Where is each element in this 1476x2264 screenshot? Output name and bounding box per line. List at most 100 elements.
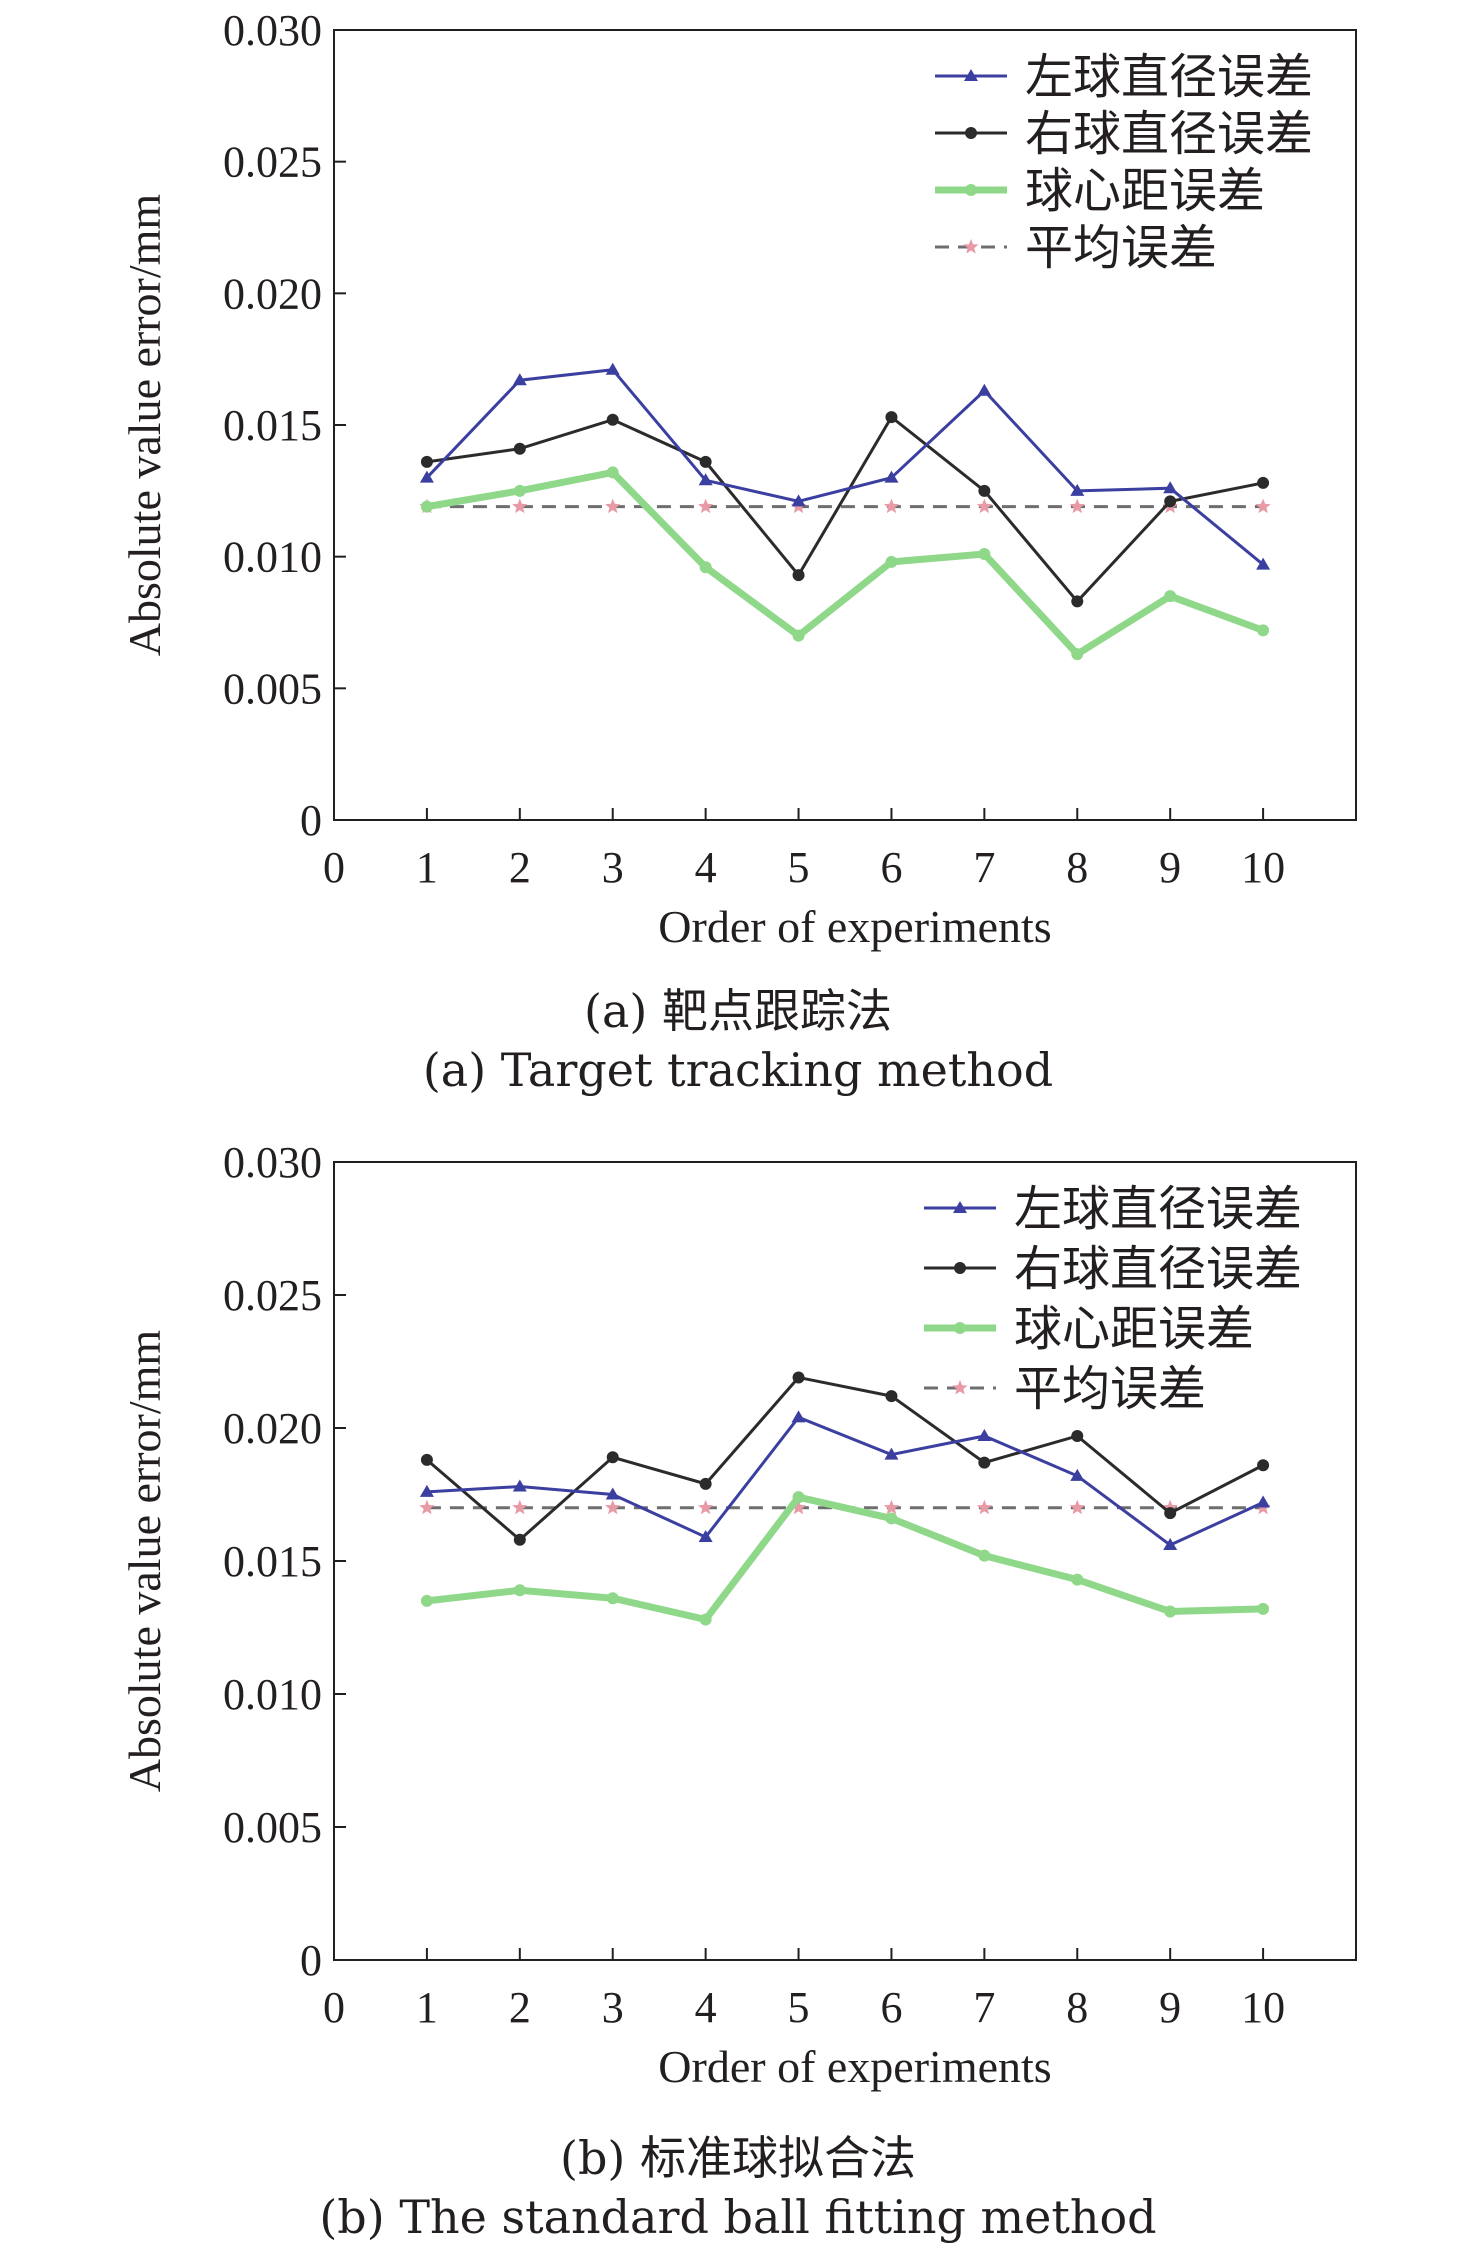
data-point xyxy=(1162,1499,1178,1515)
y-axis-title: Absolute value error/mm xyxy=(119,194,170,657)
x-tick-label: 9 xyxy=(1159,843,1181,892)
series-3 xyxy=(420,466,1270,661)
y-tick-label: 0.005 xyxy=(223,1803,322,1852)
caption-cn-a: (a) 靶点跟踪法 xyxy=(584,984,892,1038)
series-4 xyxy=(419,498,1271,514)
legend-entry: 球心距误差 xyxy=(924,1301,1254,1357)
data-point xyxy=(698,498,714,514)
line-chart-b: 0 0.005 0.010 0.015 0.020 0.025 0.030 0 1 2 3 4 5 6 7 8… xyxy=(119,1138,1357,2092)
y-tick-label: 0.005 xyxy=(223,664,322,713)
data-point xyxy=(419,1484,434,1497)
legend-label: 球心距误差 xyxy=(1014,1301,1254,1357)
data-point xyxy=(885,411,898,424)
data-point xyxy=(512,1499,528,1515)
data-point xyxy=(420,500,433,513)
data-point xyxy=(605,498,621,514)
data-point xyxy=(978,1456,991,1469)
data-point xyxy=(699,455,712,468)
data-point xyxy=(792,1371,805,1384)
x-tick-label: 3 xyxy=(602,1983,624,2032)
data-point xyxy=(792,1491,805,1504)
x-axis-title: Order of experiments xyxy=(658,901,1051,952)
legend-label: 左球直径误差 xyxy=(1025,49,1313,105)
data-point xyxy=(978,1549,991,1562)
x-tick-label: 3 xyxy=(602,843,624,892)
data-point xyxy=(606,466,619,479)
data-point xyxy=(1163,1538,1178,1551)
data-point xyxy=(1164,1507,1177,1520)
x-tick-label: 4 xyxy=(695,843,717,892)
y-tick-label: 0.015 xyxy=(223,401,322,450)
x-tick-label: 5 xyxy=(788,843,810,892)
data-point xyxy=(512,498,528,514)
series-3 xyxy=(420,1491,1270,1626)
x-tick-label: 5 xyxy=(788,1983,810,2032)
series-line xyxy=(426,414,1264,604)
legend-marker xyxy=(953,1201,967,1213)
x-axis-title: Order of experiments xyxy=(658,2041,1051,2092)
x-tick-label: 10 xyxy=(1241,843,1285,892)
data-point xyxy=(1071,1573,1084,1586)
data-point xyxy=(1069,1499,1085,1515)
data-point xyxy=(977,1428,992,1441)
x-tick-label: 9 xyxy=(1159,1983,1181,2032)
data-point xyxy=(790,1499,807,1515)
data-point xyxy=(420,1453,433,1466)
data-point xyxy=(699,1613,712,1626)
x-tick-label: 7 xyxy=(973,843,995,892)
legend-marker xyxy=(965,184,977,196)
data-point xyxy=(1256,1495,1271,1508)
data-point xyxy=(698,1499,714,1515)
data-point xyxy=(791,1410,806,1423)
data-point xyxy=(1071,595,1084,608)
y-tick-label: 0.020 xyxy=(223,269,322,318)
legend-label: 平均误差 xyxy=(1014,1361,1206,1417)
data-point xyxy=(1164,1605,1177,1618)
x-tick-label: 10 xyxy=(1241,1983,1285,2032)
chart-panel-a: 0 0.005 0.010 0.015 0.020 0.025 0.030 0 1 2 3 4 5 6 7 8… xyxy=(119,6,1357,1097)
data-point xyxy=(976,1499,992,1515)
data-point xyxy=(1164,590,1177,603)
y-tick-label: 0 xyxy=(300,1936,322,1985)
x-tick-label: 1 xyxy=(416,843,438,892)
data-point xyxy=(606,1451,619,1464)
data-point xyxy=(420,455,433,468)
data-point xyxy=(1071,648,1084,661)
data-point xyxy=(884,470,899,483)
series-line xyxy=(425,368,1265,566)
series-2 xyxy=(420,411,1270,608)
data-point xyxy=(513,442,526,455)
data-point xyxy=(605,362,620,375)
data-point xyxy=(978,548,991,561)
data-point xyxy=(883,498,900,514)
caption-en-b: (b) The standard ball fitting method xyxy=(319,2190,1157,2244)
data-point xyxy=(1071,1429,1084,1442)
data-point xyxy=(420,1594,433,1607)
data-point xyxy=(978,484,991,497)
data-point xyxy=(1070,1468,1085,1481)
caption-cn-b: (b) 标准球拟合法 xyxy=(560,2131,916,2185)
data-point xyxy=(1257,1602,1270,1615)
data-point xyxy=(699,561,712,574)
legend-label: 右球直径误差 xyxy=(1014,1241,1302,1297)
legend-entry: 平均误差 xyxy=(924,1361,1206,1417)
data-point xyxy=(513,1533,526,1546)
series-2 xyxy=(420,1371,1270,1546)
data-point xyxy=(1257,624,1270,637)
x-tick-label: 8 xyxy=(1066,843,1088,892)
legend-marker xyxy=(964,69,978,81)
data-point xyxy=(1070,483,1085,496)
x-tick-label: 7 xyxy=(973,1983,995,2032)
data-point xyxy=(791,494,806,507)
data-point xyxy=(1163,481,1178,494)
legend-marker xyxy=(963,239,979,254)
x-tick-label: 8 xyxy=(1066,1983,1088,2032)
series-line xyxy=(426,1415,1264,1547)
data-point xyxy=(698,1530,713,1543)
data-point xyxy=(884,1447,899,1460)
data-point xyxy=(976,498,992,514)
legend-label: 右球直径误差 xyxy=(1025,106,1313,162)
series-line xyxy=(426,1493,1264,1624)
y-tick-label: 0.010 xyxy=(223,533,322,582)
data-point xyxy=(606,413,619,426)
